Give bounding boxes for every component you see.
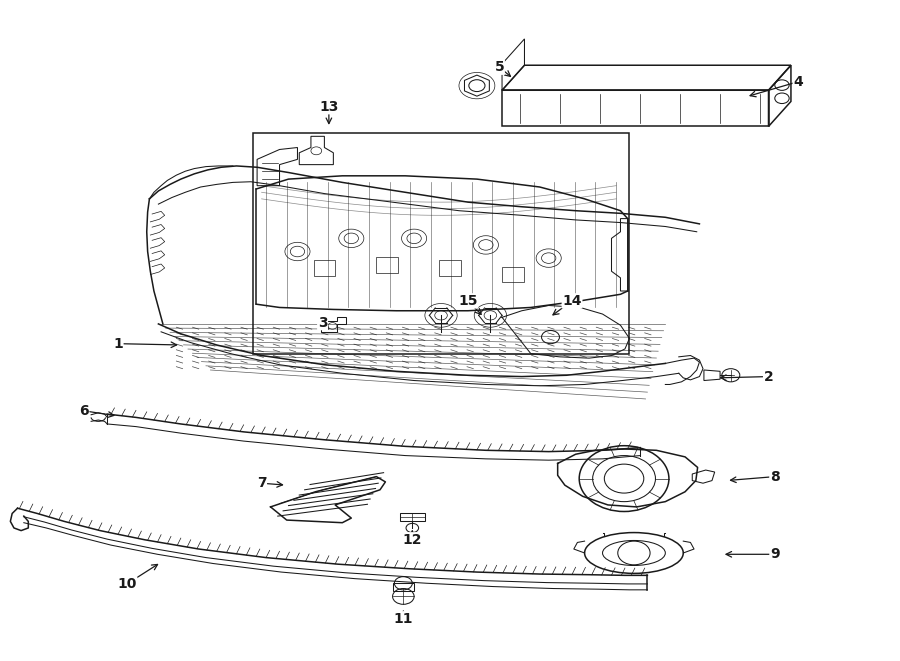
Text: 7: 7 xyxy=(256,476,266,490)
Text: 3: 3 xyxy=(318,315,328,330)
Text: 4: 4 xyxy=(793,75,803,89)
Text: 10: 10 xyxy=(117,577,137,591)
Text: 13: 13 xyxy=(320,100,338,114)
Text: 9: 9 xyxy=(770,547,779,561)
Text: 15: 15 xyxy=(458,294,478,308)
Text: 8: 8 xyxy=(770,469,779,484)
Text: 14: 14 xyxy=(562,294,581,308)
Bar xyxy=(313,260,335,276)
Text: 2: 2 xyxy=(763,369,773,383)
Bar xyxy=(439,260,461,276)
Bar xyxy=(376,256,398,272)
Text: 6: 6 xyxy=(79,404,89,418)
Bar xyxy=(253,133,629,354)
Text: 1: 1 xyxy=(113,336,123,351)
Text: 12: 12 xyxy=(402,533,422,547)
Text: 5: 5 xyxy=(494,60,504,74)
Bar xyxy=(502,266,524,282)
Text: 11: 11 xyxy=(393,612,413,626)
